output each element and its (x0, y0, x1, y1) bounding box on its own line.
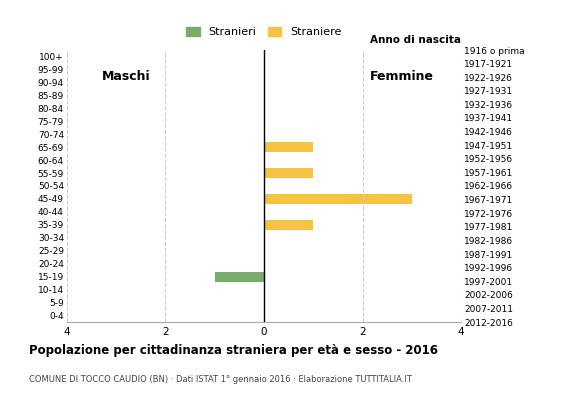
Text: Femmine: Femmine (370, 70, 434, 83)
Bar (264, 142, 313, 152)
Legend: Stranieri, Straniere: Stranieri, Straniere (182, 23, 346, 42)
Bar (264, 220, 313, 230)
Bar (264, 194, 412, 204)
Text: Popolazione per cittadinanza straniera per età e sesso - 2016: Popolazione per cittadinanza straniera p… (29, 344, 438, 357)
Bar (215, 272, 264, 282)
Text: COMUNE DI TOCCO CAUDIO (BN) · Dati ISTAT 1° gennaio 2016 · Elaborazione TUTTITAL: COMUNE DI TOCCO CAUDIO (BN) · Dati ISTAT… (29, 375, 412, 384)
Text: Anno di nascita: Anno di nascita (370, 34, 461, 44)
Text: Maschi: Maschi (102, 70, 150, 83)
Bar (264, 168, 313, 178)
